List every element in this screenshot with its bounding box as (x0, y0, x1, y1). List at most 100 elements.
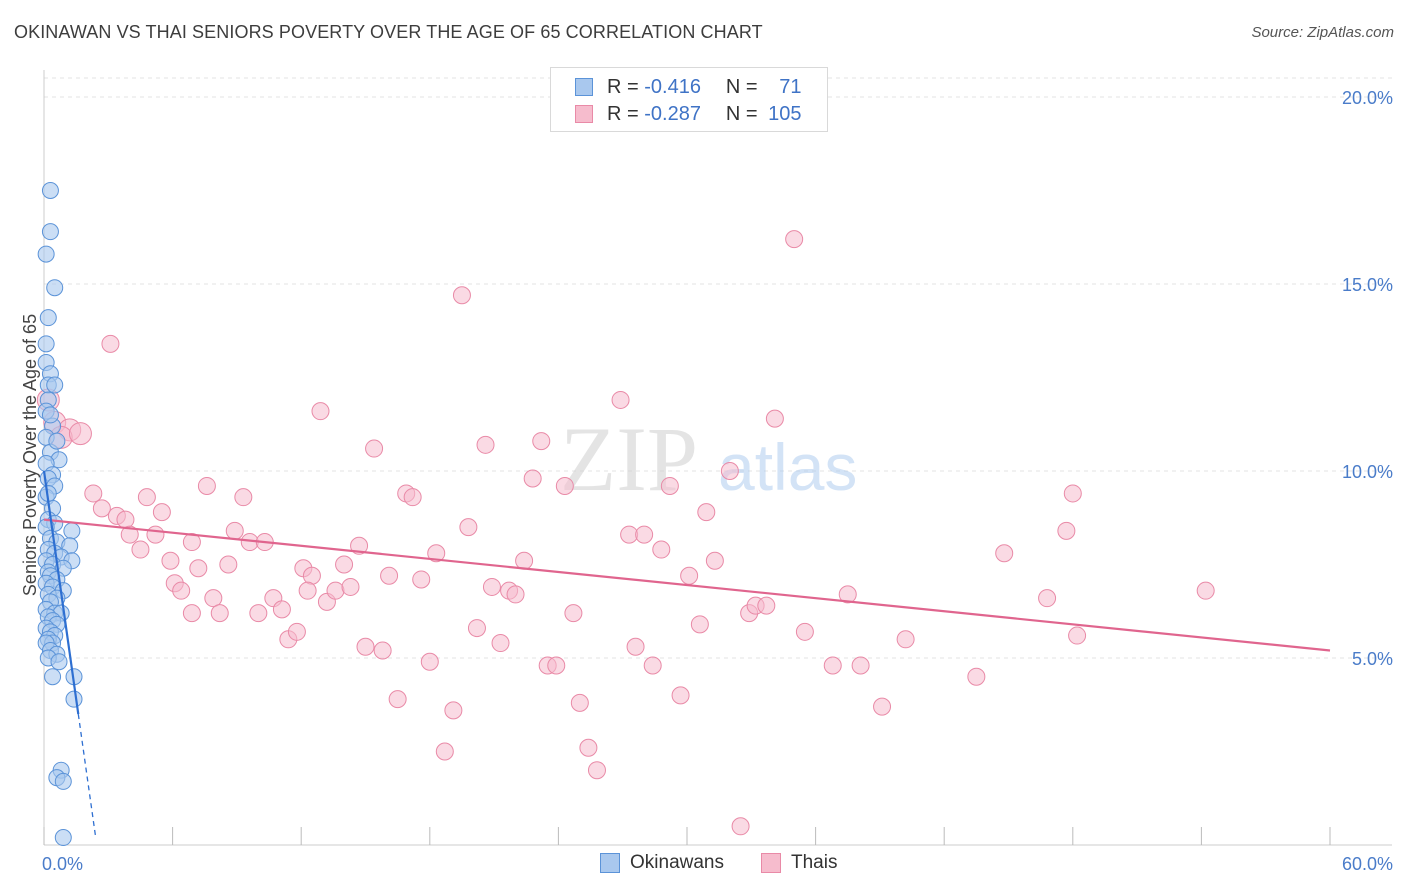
thai-point (92, 499, 111, 518)
thai-point (137, 488, 156, 507)
thai-point (182, 604, 201, 623)
legend-row-thais: R = -0.287 N = 105 (575, 102, 802, 126)
thai-point (635, 525, 654, 544)
thai-point (182, 533, 201, 552)
thai-legend-swatch (761, 853, 781, 873)
thai-point (298, 581, 317, 600)
okinawan-swatch (575, 78, 593, 96)
thai-point (680, 566, 699, 585)
thai-point (697, 503, 716, 522)
thai-point (765, 409, 784, 428)
okinawan-point (41, 406, 59, 424)
okinawan-point (50, 653, 68, 671)
okinawan-point (63, 522, 81, 540)
thai-point (311, 402, 330, 421)
thai-point (547, 656, 566, 675)
thai-point (587, 761, 606, 780)
thai-point (452, 286, 471, 305)
thai-point (476, 435, 495, 454)
thai-point (403, 488, 422, 507)
thai-point (506, 585, 525, 604)
correlation-legend: R = -0.416 N = 71 R = -0.287 N = 105 (550, 67, 828, 132)
okinawan-point (37, 335, 55, 353)
r-label: R = (607, 75, 639, 98)
thai-point (101, 334, 120, 353)
legend-item-thais[interactable]: Thais (761, 852, 837, 874)
thai-point (491, 634, 510, 653)
thai-point (652, 540, 671, 559)
r-value: -0.287 (644, 102, 701, 125)
thai-point (757, 596, 776, 615)
thai-point (380, 566, 399, 585)
thai-point (172, 581, 191, 600)
okinawan-trend-extension (77, 714, 97, 836)
thai-point (851, 656, 870, 675)
thai-point (1038, 589, 1057, 608)
thai-point (873, 697, 892, 716)
legend-item-okinawans[interactable]: Okinawans (600, 852, 724, 874)
thai-point (373, 641, 392, 660)
thai-point (225, 521, 244, 540)
thai-point (210, 604, 229, 623)
thai-point (356, 637, 375, 656)
thai-point (570, 693, 589, 712)
legend-label: Thais (791, 852, 838, 873)
okinawan-point (39, 309, 57, 327)
thai-point (671, 686, 690, 705)
n-value: 105 (768, 102, 802, 125)
thai-point (705, 551, 724, 570)
x-tick-label: 0.0% (42, 854, 83, 874)
thai-point (620, 525, 639, 544)
thai-point (388, 690, 407, 709)
thai-point (234, 488, 253, 507)
y-axis-label: Seniors Poverty Over the Age of 65 (20, 314, 40, 596)
okinawan-point (41, 223, 59, 241)
thai-point (482, 577, 501, 596)
source-credit: Source: ZipAtlas.com (1251, 24, 1394, 41)
thai-point (68, 422, 92, 446)
okinawan-trend-line (42, 470, 80, 715)
okinawan-point (65, 690, 83, 708)
okinawan-point (54, 772, 72, 790)
thai-point (555, 476, 574, 495)
grid-lines (44, 77, 1392, 659)
thai-point (1196, 581, 1215, 600)
okinawan-point (54, 829, 72, 847)
thai-point (412, 570, 431, 589)
trend-lines (42, 470, 1331, 836)
thai-point (660, 476, 679, 495)
thai-trend-line (43, 518, 1331, 652)
n-label: N = (725, 102, 758, 125)
watermark-atlas: atlas (718, 430, 857, 504)
thai-point (219, 555, 238, 574)
thai-point (435, 742, 454, 761)
okinawan-point (46, 376, 64, 394)
okinawan-point (37, 245, 55, 263)
thai-point (350, 536, 369, 555)
thai-point (272, 600, 291, 619)
thai-point (204, 589, 223, 608)
okinawan-point (41, 182, 59, 199)
thai-point (120, 525, 139, 544)
thai-point (1057, 521, 1076, 540)
thai-swatch (575, 105, 593, 123)
thai-point (459, 518, 478, 537)
thai-point (823, 656, 842, 675)
thai-point (731, 817, 750, 836)
thai-point (131, 540, 150, 559)
thai-point (995, 544, 1014, 563)
thai-point (116, 510, 135, 529)
thai-point (795, 622, 814, 641)
thai-point (161, 551, 180, 570)
thai-point (420, 652, 439, 671)
legend-label: Okinawans (630, 852, 724, 873)
thai-point (690, 615, 709, 634)
thai-point (197, 476, 216, 495)
thai-point (444, 701, 463, 720)
thai-point (152, 503, 171, 522)
n-value: 71 (779, 75, 802, 98)
thai-point (249, 604, 268, 623)
thai-points (36, 230, 1215, 836)
thai-point (189, 559, 208, 578)
thai-point (720, 462, 739, 480)
